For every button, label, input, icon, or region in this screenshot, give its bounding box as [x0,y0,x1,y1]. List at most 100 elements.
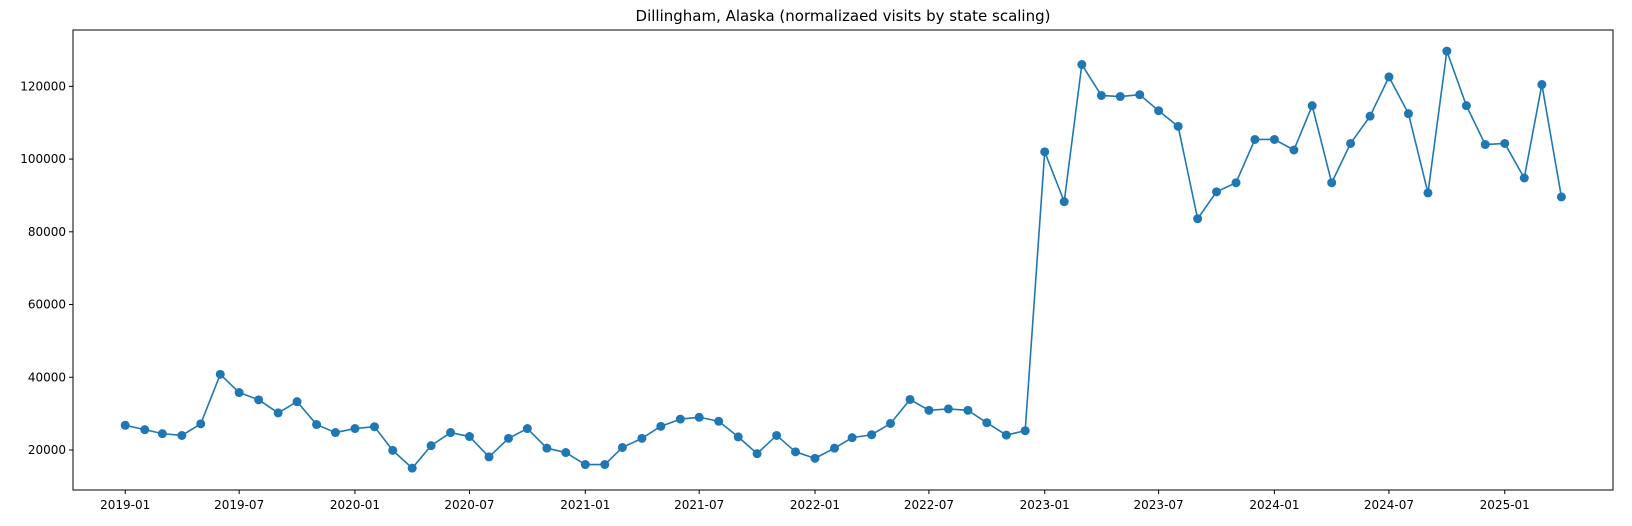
data-point [924,405,934,415]
y-tick-label: 100000 [20,152,66,166]
y-tick-label: 120000 [20,79,66,93]
data-point [617,442,627,452]
y-tick-label: 40000 [28,370,66,384]
x-tick-label: 2023-07 [1134,498,1184,512]
plot-frame [72,29,1614,491]
data-point [982,418,992,428]
y-axis: 20000 40000 60000 80000 100000 120000 [20,79,73,457]
x-tick-label: 2021-01 [560,498,610,512]
data-point [656,421,666,431]
data-point [600,460,610,470]
data-point [733,432,743,442]
data-point [1135,90,1145,100]
data-point [810,453,820,463]
data-point [1346,138,1356,148]
data-point [120,420,130,430]
data-point [943,404,953,414]
data-point [1403,109,1413,119]
data-series [120,46,1566,473]
data-point [215,369,225,379]
data-point [1327,178,1337,188]
data-point [446,428,456,438]
data-point [1289,145,1299,155]
data-point [484,452,494,462]
x-tick-label: 2020-07 [444,498,494,512]
data-point [542,443,552,453]
data-point [886,418,896,428]
data-point [1307,101,1317,111]
data-point [1173,121,1183,131]
x-tick-label: 2021-07 [674,498,724,512]
x-tick-label: 2025-01 [1480,498,1530,512]
data-point [1365,111,1375,121]
y-tick-label: 20000 [28,443,66,457]
data-point [1519,173,1529,183]
data-point [1001,430,1011,440]
data-point [1059,197,1069,207]
x-tick-label: 2022-01 [790,498,840,512]
data-point [312,420,322,430]
data-point [1040,147,1050,157]
data-point [1461,101,1471,111]
x-tick-label: 2019-01 [100,498,150,512]
x-tick-label: 2019-07 [214,498,264,512]
data-point [1193,214,1203,224]
data-point [157,429,167,439]
data-point [234,388,244,398]
data-point [273,408,283,418]
data-point [1269,134,1279,144]
data-point [847,433,857,443]
data-point [177,430,187,440]
data-point [963,405,973,415]
data-point [407,463,417,473]
data-point [830,443,840,453]
data-point [196,419,206,429]
data-point [675,414,685,424]
x-tick-label: 2024-01 [1249,498,1299,512]
data-point [1480,140,1490,150]
x-tick-label: 2023-01 [1020,498,1070,512]
data-point [637,433,647,443]
data-point [1556,192,1566,202]
y-tick-label: 80000 [28,225,66,239]
x-tick-label: 2024-07 [1364,498,1414,512]
data-point [580,460,590,470]
data-point [350,424,360,434]
data-point [714,416,724,426]
data-point [1212,187,1222,197]
data-point [140,425,150,435]
data-point [254,395,264,405]
chart-title: Dillingham, Alaska (normalizaed visits b… [636,7,1051,25]
data-point [1020,426,1030,436]
data-point [790,447,800,457]
data-point [1423,188,1433,198]
data-point [522,424,532,434]
data-point [1077,60,1087,70]
data-point [1154,106,1164,116]
data-point [1500,138,1510,148]
data-point [369,422,379,432]
x-tick-label: 2022-07 [904,498,954,512]
series-line [125,50,1563,469]
data-point [772,430,782,440]
data-point [1250,134,1260,144]
data-point [1384,72,1394,82]
data-point [1442,46,1452,56]
y-tick-label: 60000 [28,298,66,312]
x-tick-label: 2020-01 [330,498,380,512]
data-point [905,394,915,404]
data-point [464,432,474,442]
x-axis: 2019-01 2019-07 2020-01 2020-07 2021-01 2021-… [100,490,1530,512]
data-point [1115,92,1125,102]
data-point [292,397,302,407]
data-point [388,445,398,455]
data-point [752,449,762,459]
data-point [504,433,514,443]
data-point [1231,178,1241,188]
data-point [867,430,877,440]
data-point [426,441,436,451]
data-point [694,412,704,422]
data-point [330,428,340,438]
data-point [1537,80,1547,90]
